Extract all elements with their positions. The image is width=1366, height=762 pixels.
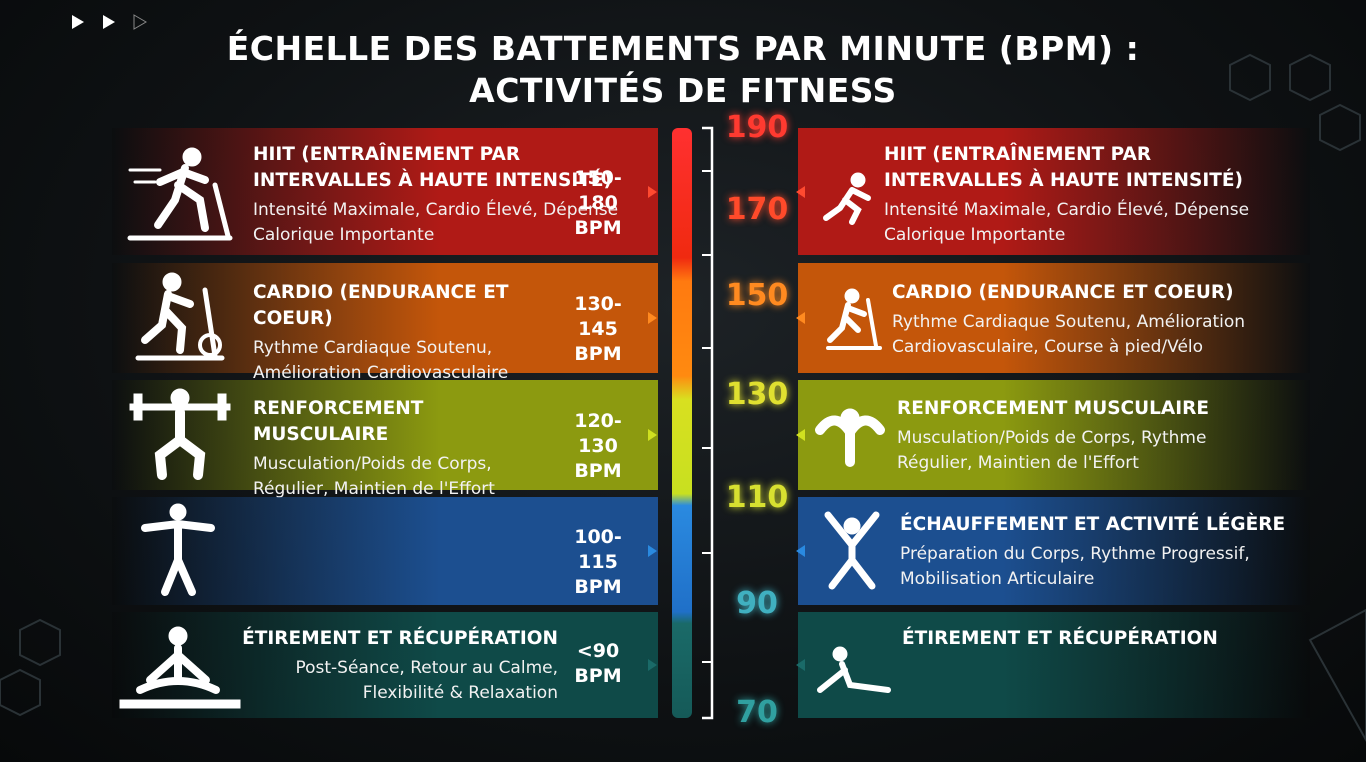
- icon-cardio-right: [826, 288, 882, 350]
- row-title: CARDIO (ENDURANCE ET COEUR): [892, 282, 1234, 303]
- left-text: RENFORCEMENT MUSCULAIRE Musculation/Poids…: [253, 396, 563, 502]
- scale-tick-label: 110: [725, 480, 789, 515]
- arrow: [796, 185, 805, 198]
- row-description: Intensité Maximale, Cardio Élevé, Dépens…: [884, 200, 1250, 245]
- row-title: ÉTIREMENT ET RÉCUPÉRATION: [242, 628, 558, 649]
- bpm-range: <90 BPM: [574, 640, 622, 687]
- bpm-range: 100-115 BPM: [574, 526, 622, 598]
- row-description: Rythme Cardiaque Soutenu, Amélioration C…: [892, 312, 1246, 357]
- right-panel: [798, 380, 1310, 490]
- icon-run-right: [823, 172, 871, 225]
- icon-cardio: [135, 272, 225, 361]
- scale-bracket: [702, 126, 714, 720]
- arrow: [796, 429, 805, 441]
- row-description: Post-Séance, Retour au Calme, Flexibilit…: [295, 658, 558, 703]
- left-text: HIIT (ENTRAÎNEMENT PAR INTERVALLES À HAU…: [253, 142, 623, 248]
- scale-tick-label: 130: [725, 377, 789, 412]
- title-line: ÉCHELLE DES BATTEMENTS PAR MINUTE (BPM) …: [226, 29, 1140, 68]
- row-title: RENFORCEMENT MUSCULAIRE: [253, 398, 424, 445]
- left-panel: [112, 497, 658, 605]
- icon-muscle-right: [815, 408, 885, 467]
- play-icons: [72, 14, 147, 30]
- right-panel: [798, 612, 1310, 718]
- row-title: ÉTIREMENT ET RÉCUPÉRATION: [902, 628, 1218, 649]
- icon-warmup: [141, 503, 215, 596]
- right-panel: [798, 497, 1310, 605]
- scale-tick-label: 70: [736, 695, 778, 730]
- title-line: ACTIVITÉS DE FITNESS: [469, 71, 897, 110]
- icons: [119, 147, 891, 709]
- icon-treadmill-run: [127, 147, 233, 241]
- scale-tick-label: 90: [736, 586, 778, 621]
- right-text: HIIT (ENTRAÎNEMENT PAR INTERVALLES À HAU…: [884, 142, 1254, 248]
- right-text: ÉTIREMENT ET RÉCUPÉRATION: [902, 626, 1262, 652]
- row-title: CARDIO (ENDURANCE ET COEUR): [253, 282, 509, 329]
- arrow: [648, 429, 657, 441]
- arrow: [648, 312, 657, 324]
- scale-tick-label: 170: [725, 192, 789, 227]
- right-text: ÉCHAUFFEMENT ET ACTIVITÉ LÉGÈRE Préparati…: [900, 512, 1310, 592]
- arrow: [796, 312, 805, 324]
- bpm-range: 150-180 BPM: [574, 166, 622, 239]
- right-panel: [798, 263, 1310, 373]
- row-description: Intensité Maximale, Cardio Élevé, Dépens…: [253, 200, 619, 245]
- row-title: HIIT (ENTRAÎNEMENT PAR INTERVALLES À HAU…: [884, 144, 1243, 191]
- left-panel: [112, 128, 658, 255]
- icon-yoga: [119, 626, 241, 709]
- right-text: CARDIO (ENDURANCE ET COEUR) Rythme Cardia…: [892, 280, 1292, 360]
- row-title: HIIT (ENTRAÎNEMENT PAR INTERVALLES À HAU…: [253, 144, 612, 191]
- title: ÉCHELLE DES BATTEMENTS PAR MINUTE (BPM) …: [0, 28, 1366, 112]
- right-text: RENFORCEMENT MUSCULAIRE Musculation/Poids…: [897, 396, 1257, 476]
- row-description: Rythme Cardiaque Soutenu, Amélioration C…: [253, 338, 509, 383]
- icon-squat: [129, 388, 231, 480]
- right-panel: [798, 128, 1310, 255]
- row-description: Préparation du Corps, Rythme Progressif,…: [900, 544, 1250, 589]
- arrow: [648, 659, 657, 671]
- bpm-range: 120-130 BPM: [574, 410, 622, 482]
- bpm-range: 130-145 BPM: [574, 293, 622, 365]
- arrow: [796, 545, 805, 557]
- row-description: Musculation/Poids de Corps, Régulier, Ma…: [253, 454, 495, 499]
- arrow: [796, 659, 805, 671]
- icon-star-jump: [824, 511, 880, 590]
- scale-tick-label: 150: [725, 278, 789, 313]
- icon-stretch-right: [817, 646, 891, 693]
- left-text: ÉTIREMENT ET RÉCUPÉRATION Post-Séance, Re…: [228, 626, 558, 706]
- scale-minor-ticks: [702, 170, 712, 663]
- arrow: [648, 545, 657, 557]
- bpm-bar: [672, 128, 692, 718]
- row-title: ÉCHAUFFEMENT ET ACTIVITÉ LÉGÈRE: [900, 514, 1286, 535]
- arrow: [648, 185, 657, 198]
- row-title: RENFORCEMENT MUSCULAIRE: [897, 398, 1210, 419]
- left-text: CARDIO (ENDURANCE ET COEUR) Rythme Cardia…: [253, 280, 583, 386]
- scale-tick-label: 190: [725, 110, 789, 145]
- row-description: Musculation/Poids de Corps, Rythme Régul…: [897, 428, 1207, 473]
- hexagons: [0, 53, 1366, 743]
